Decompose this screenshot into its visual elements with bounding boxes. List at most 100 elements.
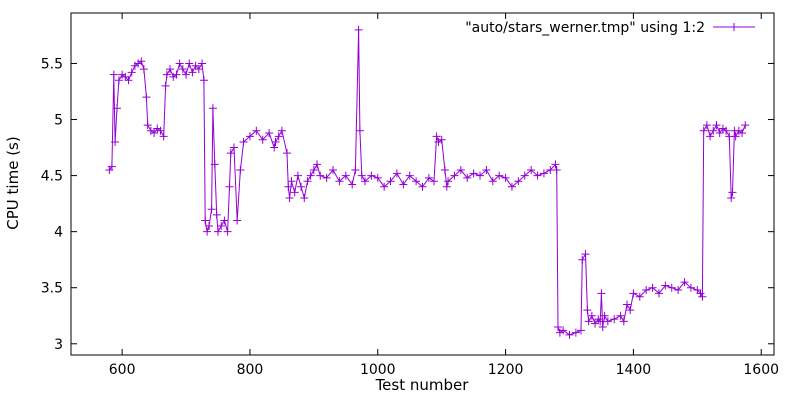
data-point	[137, 57, 146, 66]
data-point	[456, 165, 465, 174]
data-point	[727, 194, 736, 203]
data-point	[626, 306, 635, 315]
data-point	[418, 182, 427, 191]
data-point	[741, 121, 750, 130]
data-point	[450, 171, 459, 180]
data-point	[313, 160, 322, 169]
data-point	[287, 177, 296, 186]
data-point	[712, 121, 721, 130]
data-point	[293, 171, 302, 180]
data-point	[150, 128, 159, 137]
data-point	[680, 278, 689, 287]
data-point	[661, 281, 670, 290]
data-point	[217, 222, 226, 231]
data-point	[722, 126, 731, 135]
data-point	[693, 285, 702, 294]
y-tick-label: 5	[54, 113, 63, 129]
data-point	[432, 132, 441, 141]
data-point	[297, 182, 306, 191]
data-point	[188, 68, 197, 77]
data-point	[702, 121, 711, 130]
data-point	[576, 326, 585, 335]
data-point	[139, 65, 148, 74]
data-point	[399, 180, 408, 189]
data-point	[728, 188, 737, 197]
data-point	[283, 149, 292, 158]
data-point	[220, 216, 229, 225]
data-point	[213, 227, 222, 236]
data-point	[514, 177, 523, 186]
data-point	[571, 328, 580, 337]
data-point	[738, 128, 747, 137]
data-point	[533, 171, 542, 180]
data-point	[553, 322, 562, 331]
data-point	[463, 173, 472, 182]
plot-frame	[70, 12, 775, 356]
data-point	[603, 317, 612, 326]
data-point	[715, 128, 724, 137]
data-point	[444, 177, 453, 186]
data-point	[583, 306, 592, 315]
plot-border	[70, 12, 775, 356]
data-point	[616, 311, 625, 320]
data-point	[284, 182, 293, 191]
data-point	[162, 70, 171, 79]
series-line	[108, 29, 746, 336]
data-point	[565, 330, 574, 339]
legend: "auto/stars_werner.tmp" using 1:2	[465, 20, 755, 36]
data-point	[686, 283, 695, 292]
data-point	[316, 171, 325, 180]
data-point	[587, 311, 596, 320]
data-point	[623, 300, 632, 309]
data-point	[430, 177, 439, 186]
data-point	[698, 292, 707, 301]
data-point	[109, 70, 118, 79]
data-point	[699, 126, 708, 135]
data-point	[440, 165, 449, 174]
data-point	[598, 322, 607, 331]
data-point	[654, 289, 663, 298]
data-point	[335, 177, 344, 186]
y-tick-label: 3	[54, 337, 63, 353]
data-point	[424, 173, 433, 182]
data-point	[329, 165, 338, 174]
legend-label: "auto/stars_werner.tmp" using 1:2	[465, 20, 705, 36]
data-point	[226, 149, 235, 158]
data-point	[271, 137, 280, 146]
data-point	[476, 171, 485, 180]
data-point	[236, 165, 245, 174]
data-point	[501, 173, 510, 182]
data-point	[648, 283, 657, 292]
data-point	[696, 289, 705, 298]
y-tick-label: 3.5	[41, 281, 63, 297]
data-point	[360, 177, 369, 186]
data-point	[265, 128, 274, 137]
data-point	[709, 126, 718, 135]
x-tick-label: 1200	[488, 362, 524, 378]
data-point	[405, 171, 414, 180]
series-layer	[105, 25, 750, 339]
data-point	[124, 76, 133, 85]
data-point	[674, 285, 683, 294]
x-tick-label: 1400	[616, 362, 652, 378]
data-point	[539, 169, 548, 178]
data-point	[178, 65, 187, 74]
data-point	[367, 171, 376, 180]
data-point	[392, 169, 401, 178]
data-point	[667, 283, 676, 292]
data-point	[357, 171, 366, 180]
data-point	[208, 104, 217, 113]
data-point	[635, 292, 644, 301]
data-point	[143, 121, 152, 130]
data-point	[355, 126, 364, 135]
data-point	[225, 182, 234, 191]
data-point	[482, 165, 491, 174]
data-point	[114, 76, 123, 85]
data-point	[469, 169, 478, 178]
x-axis-title: Test number	[375, 376, 470, 394]
data-point	[341, 171, 350, 180]
data-point	[274, 132, 283, 141]
data-point	[520, 171, 529, 180]
data-point	[527, 165, 536, 174]
